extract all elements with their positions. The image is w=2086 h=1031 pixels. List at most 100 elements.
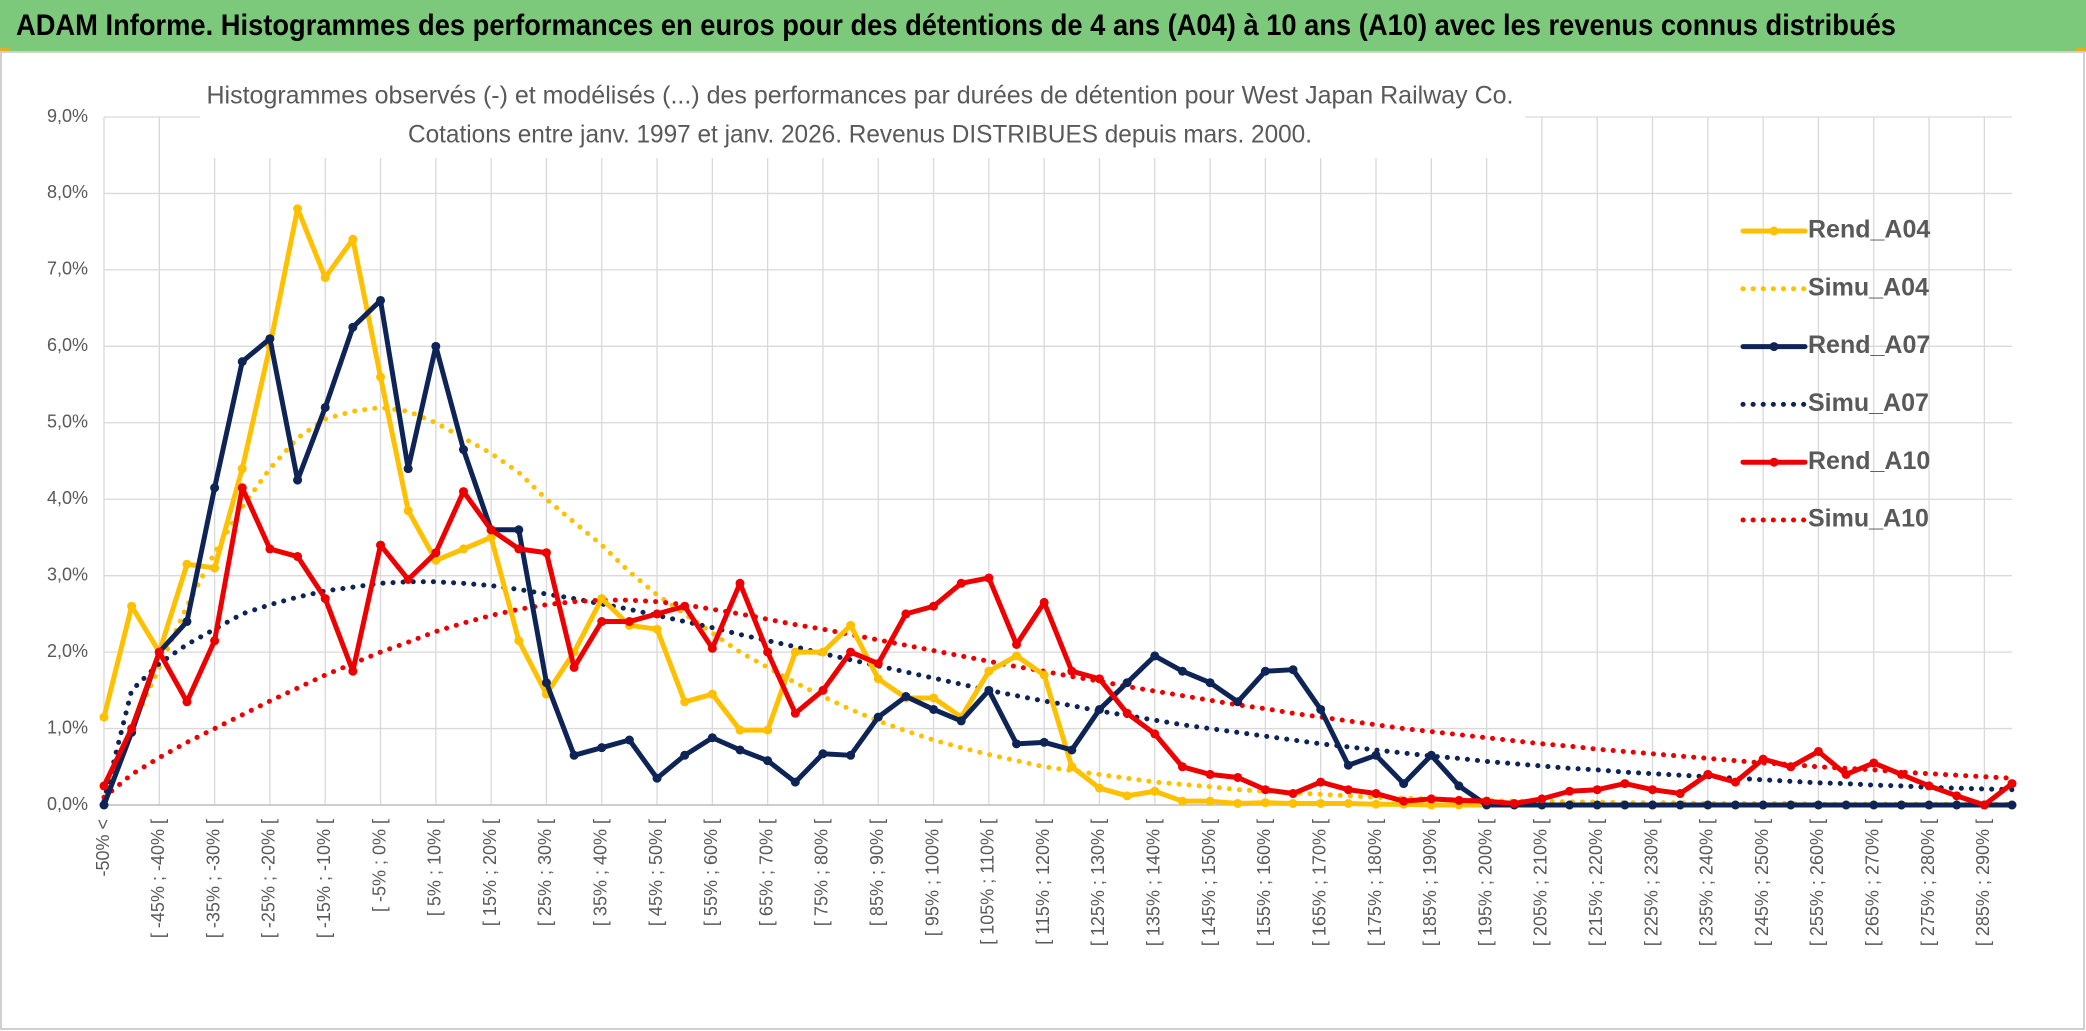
data-point	[1150, 786, 1160, 796]
x-tick-label: [ 155% ; 160% [	[1254, 819, 1274, 946]
data-point	[2007, 779, 2017, 789]
data-point	[1371, 789, 1381, 799]
data-point	[1813, 746, 1823, 756]
title-backdrop	[200, 76, 1525, 158]
x-tick-label: [ 175% ; 180% [	[1365, 819, 1385, 946]
data-point	[293, 475, 303, 485]
data-point	[735, 745, 745, 755]
data-point	[1730, 777, 1740, 787]
data-point	[1150, 729, 1160, 739]
chart-border	[0, 51, 2085, 1030]
x-tick-label: [ 95% ; 100% [	[922, 819, 942, 936]
legend-label: Rend_A04	[1808, 216, 1930, 244]
x-tick-label: [ 255% ; 260% [	[1807, 819, 1827, 946]
data-point	[1426, 750, 1436, 760]
data-point	[707, 643, 717, 653]
legend-label: Simu_A07	[1808, 389, 1929, 417]
legend: Rend_A04 Simu_A04 Rend_A07 Simu_A07 Rend_A10…	[1740, 216, 1930, 533]
data-point	[680, 601, 690, 611]
data-point	[1205, 678, 1215, 688]
data-point	[597, 743, 607, 753]
x-tick-label: [ -5% ; 0% [	[369, 819, 389, 912]
data-point	[431, 548, 441, 558]
y-tick-label: 6,0%	[47, 335, 88, 355]
data-point	[1565, 786, 1575, 796]
data-point	[210, 563, 220, 573]
x-tick-label: [ -15% ; -10% [	[314, 819, 334, 938]
data-point	[514, 636, 524, 646]
data-point	[956, 578, 966, 588]
data-point	[1924, 800, 1934, 810]
x-tick-label: [ 35% ; 40% [	[590, 819, 610, 926]
data-point	[1565, 800, 1575, 810]
x-tick-label: [ 165% ; 170% [	[1309, 819, 1329, 946]
series-line	[101, 579, 2015, 804]
data-point	[984, 685, 994, 695]
x-tick-label: [ 195% ; 200% [	[1475, 819, 1495, 946]
y-tick-label: 0,0%	[47, 794, 88, 814]
data-point	[984, 573, 994, 583]
data-point	[1343, 798, 1353, 808]
x-tick-label: [ 5% ; 10% [	[425, 819, 445, 916]
data-point	[376, 372, 386, 382]
x-tick-label: [ 75% ; 80% [	[812, 819, 832, 926]
data-point	[1205, 796, 1215, 806]
x-tick-label: [ -35% ; -30% [	[203, 819, 223, 938]
data-point	[1813, 800, 1823, 810]
x-tick-label: [ 125% ; 130% [	[1088, 819, 1108, 946]
chart-title: Histogrammes observés (-) et modélisés (…	[207, 82, 1514, 110]
data-point	[514, 525, 524, 535]
data-point	[1122, 678, 1132, 688]
data-point	[154, 647, 164, 657]
data-point	[1177, 762, 1187, 772]
data-point	[680, 697, 690, 707]
series-line	[101, 297, 2015, 808]
data-point	[1177, 796, 1187, 806]
data-point	[846, 750, 856, 760]
data-point	[1675, 789, 1685, 799]
data-point	[597, 617, 607, 627]
data-point	[237, 464, 247, 474]
data-point	[901, 609, 911, 619]
data-point	[1730, 800, 1740, 810]
y-tick-label: 5,0%	[47, 412, 88, 432]
data-point	[624, 735, 634, 745]
data-point	[818, 647, 828, 657]
plot-area: 0,0% 1,0% 2,0% 3,0% 4,0% 5,0% 6,0% 7,0% 8,0% 9,0%…	[47, 106, 2017, 946]
data-point	[458, 445, 468, 455]
data-point	[1177, 666, 1187, 676]
data-point	[127, 724, 137, 734]
x-tick-label: [ 135% ; 140% [	[1144, 819, 1164, 946]
data-point	[1316, 704, 1326, 714]
data-point	[1399, 796, 1409, 806]
data-point	[1012, 739, 1022, 749]
data-point	[1703, 769, 1713, 779]
data-point	[403, 506, 413, 516]
data-point	[1150, 651, 1160, 661]
data-point	[1012, 639, 1022, 649]
data-point	[1039, 670, 1049, 680]
legend-marker	[1769, 226, 1779, 236]
data-point	[707, 689, 717, 699]
x-tick-label: [ 85% ; 90% [	[867, 819, 887, 926]
data-point	[1288, 665, 1298, 675]
data-point	[1094, 704, 1104, 714]
data-point	[541, 678, 551, 688]
data-point	[1067, 745, 1077, 755]
data-point	[237, 357, 247, 367]
header-title: ADAM Informe. Histogrammes des performan…	[16, 9, 1896, 42]
data-point	[1233, 772, 1243, 782]
data-point	[1039, 737, 1049, 747]
data-point	[901, 691, 911, 701]
data-point	[1758, 800, 1768, 810]
data-point	[182, 559, 192, 569]
data-point	[403, 464, 413, 474]
data-point	[99, 781, 109, 791]
data-point	[1012, 651, 1022, 661]
data-point	[1896, 769, 1906, 779]
data-point	[182, 697, 192, 707]
data-point	[2007, 800, 2017, 810]
data-point	[1233, 697, 1243, 707]
